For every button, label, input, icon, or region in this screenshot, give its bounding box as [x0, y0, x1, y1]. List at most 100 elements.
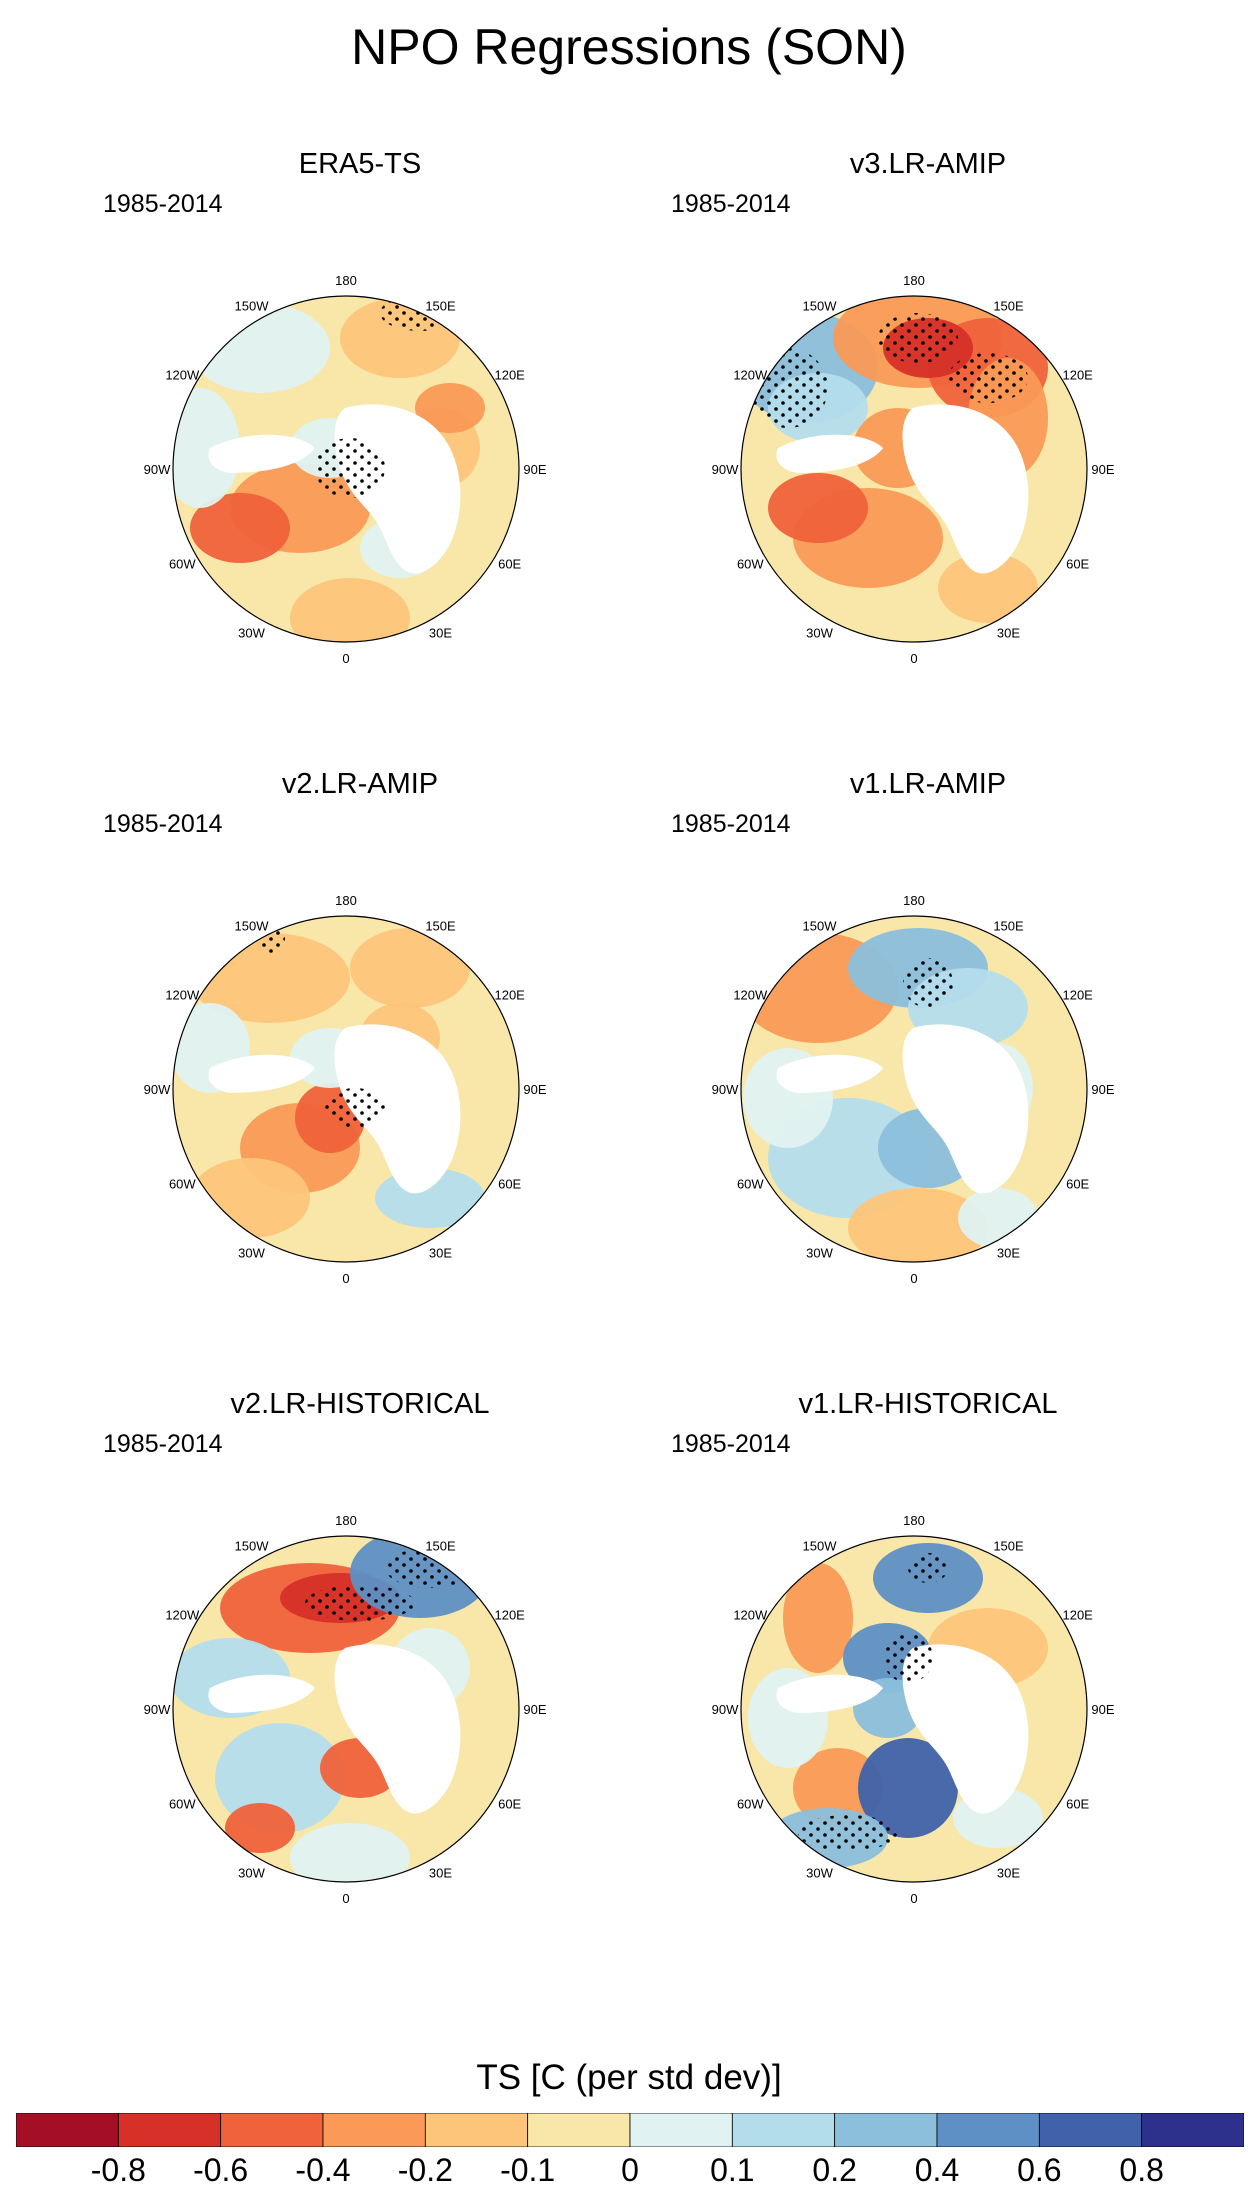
colorbar-tick-label: 0.8	[1119, 2152, 1164, 2188]
longitude-label: 60W	[169, 557, 196, 572]
land-mask	[776, 434, 883, 473]
colorbar-tick-label: 0.6	[1017, 2152, 1062, 2188]
longitude-label: 150W	[803, 1538, 838, 1553]
anomaly-patch	[938, 553, 1038, 623]
significance-stipple	[883, 1633, 933, 1683]
figure-title: NPO Regressions (SON)	[351, 19, 907, 75]
panel-title: v3.LR-AMIP	[849, 148, 1007, 180]
longitude-label: 0	[342, 651, 349, 666]
longitude-label: 150W	[803, 298, 838, 313]
longitude-label: 180	[335, 273, 357, 288]
land-mask	[776, 1054, 883, 1093]
longitude-label: 150E	[993, 298, 1024, 313]
colorbar-tick-label: 0.4	[914, 2152, 960, 2188]
longitude-label: 0	[910, 1271, 917, 1286]
longitude-label: 30E	[997, 1866, 1020, 1881]
longitude-label: 60W	[737, 1797, 764, 1812]
longitude-label: 0	[342, 1891, 349, 1906]
longitude-label: 90W	[144, 1082, 171, 1097]
longitude-label: 90W	[144, 1702, 171, 1717]
polar-map: 180 150E 120E 90E 60E 30E 0 30W 60W 90W 120W 150W	[712, 273, 1115, 666]
longitude-label: 150W	[235, 1538, 270, 1553]
longitude-label: 120W	[165, 1608, 200, 1623]
longitude-label: 120E	[1062, 988, 1093, 1003]
colorbar-swatch	[629, 2113, 733, 2147]
colorbar-title: TS [C (per std dev)]	[476, 2058, 782, 2097]
colorbar-swatch	[322, 2113, 426, 2147]
longitude-label: 90E	[523, 1702, 546, 1717]
panel-title: v1.LR-HISTORICAL	[798, 1388, 1058, 1420]
significance-stipple	[385, 1548, 475, 1588]
colorbar-swatch	[936, 2113, 1040, 2147]
panel-period: 1985-2014	[671, 1430, 791, 1458]
longitude-label: 150E	[425, 298, 456, 313]
longitude-label: 90W	[144, 462, 171, 477]
land-mask	[902, 1644, 1029, 1814]
panel-period: 1985-2014	[671, 810, 791, 838]
anomaly-patch	[768, 473, 868, 543]
longitude-label: 60E	[498, 1797, 521, 1812]
land-mask	[902, 404, 1029, 574]
panel-period: 1985-2014	[103, 1430, 223, 1458]
longitude-label: 120W	[165, 368, 200, 383]
longitude-label: 180	[335, 1513, 357, 1528]
longitude-label: 60E	[1066, 1797, 1089, 1812]
longitude-label: 30E	[429, 1246, 452, 1261]
longitude-label: 30E	[997, 1246, 1020, 1261]
map-panel-v2-historical: v2.LR-HISTORICAL 1985-2014 180 150E 120E 90…	[100, 1388, 620, 1988]
map-boundary	[172, 1535, 520, 1883]
map-boundary	[740, 295, 1088, 643]
longitude-label: 60E	[498, 1177, 521, 1192]
longitude-label: 120W	[733, 1608, 768, 1623]
anomaly-patch	[225, 1803, 295, 1853]
longitude-label: 120E	[1062, 368, 1093, 383]
map-boundary	[172, 915, 520, 1263]
longitude-label: 60W	[169, 1797, 196, 1812]
land-mask	[208, 434, 315, 473]
longitude-label: 150E	[993, 1538, 1024, 1553]
colorbar	[16, 2113, 1244, 2147]
longitude-label: 90E	[1091, 1082, 1114, 1097]
colorbar-swatch	[117, 2113, 222, 2147]
colorbar-tick-label: 0	[621, 2152, 639, 2188]
longitude-label: 150W	[235, 298, 270, 313]
land-mask	[776, 1674, 883, 1713]
colorbar-swatch	[527, 2113, 631, 2147]
colorbar-swatch	[16, 2113, 119, 2147]
colorbar-tick-label: -0.4	[295, 2152, 351, 2188]
significance-stipple	[325, 1088, 385, 1128]
longitude-label: 180	[903, 893, 925, 908]
longitude-label: 60W	[169, 1177, 196, 1192]
panel-period: 1985-2014	[671, 190, 791, 218]
polar-map: 180 150E 120E 90E 60E 30E 0 30W 60W 90W 120W 150W	[712, 893, 1115, 1286]
longitude-label: 60E	[1066, 1177, 1089, 1192]
map-panel-v1-amip: v1.LR-AMIP 1985-2014 180 150E 120E 90E 60E 30…	[668, 768, 1188, 1368]
longitude-label: 180	[903, 273, 925, 288]
longitude-label: 60E	[1066, 557, 1089, 572]
longitude-label: 120W	[165, 988, 200, 1003]
longitude-label: 90W	[712, 1082, 739, 1097]
map-panel-v3-amip: v3.LR-AMIP 1985-2014 180 150E 120E 90E 60E 30…	[668, 148, 1188, 748]
longitude-label: 120W	[733, 368, 768, 383]
anomaly-patch	[190, 303, 330, 393]
colorbar-tick-label: -0.6	[193, 2152, 249, 2188]
longitude-label: 30W	[238, 1866, 265, 1881]
longitude-label: 30W	[806, 1246, 833, 1261]
longitude-label: 30E	[997, 626, 1020, 641]
polar-map: 180 150E 120E 90E 60E 30E 0 30W 60W 90W 120W 150W	[712, 1513, 1115, 1906]
anomaly-patch	[858, 1738, 958, 1838]
panel-period: 1985-2014	[103, 190, 223, 218]
land-mask	[208, 1674, 315, 1713]
longitude-label: 0	[342, 1271, 349, 1286]
longitude-label: 30W	[238, 626, 265, 641]
longitude-label: 0	[910, 1891, 917, 1906]
longitude-label: 90E	[1091, 1702, 1114, 1717]
longitude-label: 150W	[235, 918, 270, 933]
longitude-label: 90E	[523, 1082, 546, 1097]
anomaly-patch	[290, 578, 410, 642]
anomaly-patch	[783, 1563, 853, 1673]
longitude-label: 90E	[523, 462, 546, 477]
colorbar-swatch	[834, 2113, 938, 2147]
longitude-label: 150E	[993, 918, 1024, 933]
longitude-label: 90E	[1091, 462, 1114, 477]
